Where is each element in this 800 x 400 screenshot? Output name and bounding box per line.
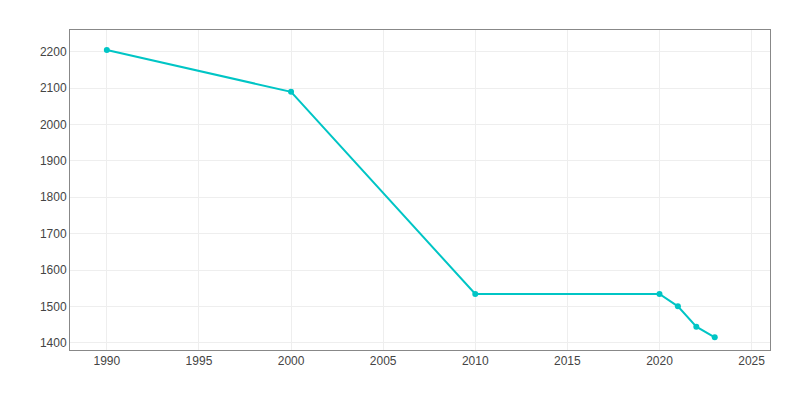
svg-text:2100: 2100 (40, 81, 67, 95)
svg-text:2200: 2200 (40, 45, 67, 59)
svg-text:2000: 2000 (278, 354, 305, 368)
svg-text:1700: 1700 (40, 227, 67, 241)
svg-text:2005: 2005 (370, 354, 397, 368)
svg-text:2015: 2015 (554, 354, 581, 368)
svg-text:1990: 1990 (93, 354, 120, 368)
svg-text:1900: 1900 (40, 154, 67, 168)
svg-text:1600: 1600 (40, 263, 67, 277)
svg-text:2025: 2025 (738, 354, 765, 368)
svg-text:1400: 1400 (40, 336, 67, 350)
svg-text:1995: 1995 (186, 354, 213, 368)
svg-text:2010: 2010 (462, 354, 489, 368)
svg-text:1800: 1800 (40, 190, 67, 204)
svg-text:2000: 2000 (40, 118, 67, 132)
svg-text:2020: 2020 (646, 354, 673, 368)
svg-text:1500: 1500 (40, 300, 67, 314)
